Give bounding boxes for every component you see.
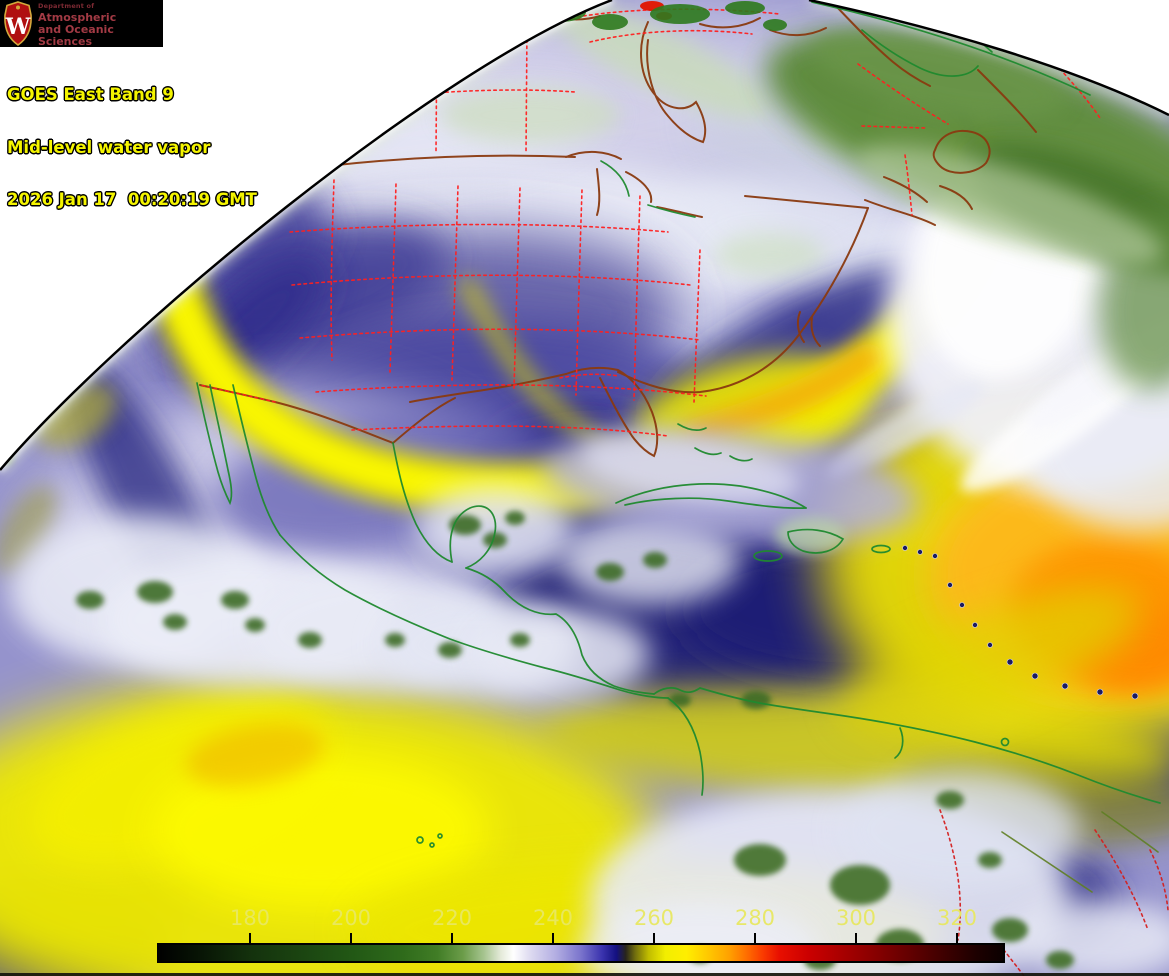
colorbar-tick	[552, 933, 554, 943]
product-title: Mid-level water vapor	[7, 137, 211, 157]
colorbar-label: 260	[633, 906, 675, 930]
colorbar-tick	[350, 933, 352, 943]
satellite-band-title: GOES East Band 9	[7, 85, 174, 104]
colorbar-tick	[653, 933, 655, 943]
colorbar-label: 200	[330, 906, 372, 930]
colorbar-label: 320	[936, 906, 978, 930]
colorbar-tick	[754, 933, 756, 943]
colorbar-label: 180	[229, 906, 271, 930]
svg-text:W: W	[5, 14, 31, 40]
image-bottom-edge	[0, 973, 1169, 976]
timestamp: 2026 Jan 17 00:20:19 GMT	[7, 190, 257, 209]
department-name-line1: Atmospheric	[38, 10, 117, 24]
department-prefix: Department of	[38, 1, 95, 10]
map-boundaries-overlay	[196, 1, 1169, 976]
earth-limb	[0, 0, 1169, 471]
colorbar-tick	[956, 933, 958, 943]
off-disk-space-top-left	[0, 0, 612, 470]
colorbar-label: 300	[835, 906, 877, 930]
colorbar-tick	[249, 933, 251, 943]
colorbar-label: 280	[734, 906, 776, 930]
colorbar-gradient-strip	[157, 943, 1005, 963]
department-wordmark: Department of Atmospheric and Oceanic Sc…	[38, 0, 163, 48]
colorbar-label: 220	[431, 906, 473, 930]
department-name-line2: and Oceanic Sciences	[38, 22, 114, 48]
colorbar-label: 240	[532, 906, 574, 930]
colorbar-tick	[451, 933, 453, 943]
antilles-islands	[902, 545, 1139, 700]
off-disk-space-top-right	[809, 0, 1169, 115]
image-annotation: GOES East Band 9 Mid-level water vapor 2…	[7, 51, 257, 226]
colorbar-tick	[855, 933, 857, 943]
uw-logo-block: W Department of Atmospheric and Oceanic …	[0, 0, 163, 47]
uw-crest-icon: W	[4, 1, 32, 46]
